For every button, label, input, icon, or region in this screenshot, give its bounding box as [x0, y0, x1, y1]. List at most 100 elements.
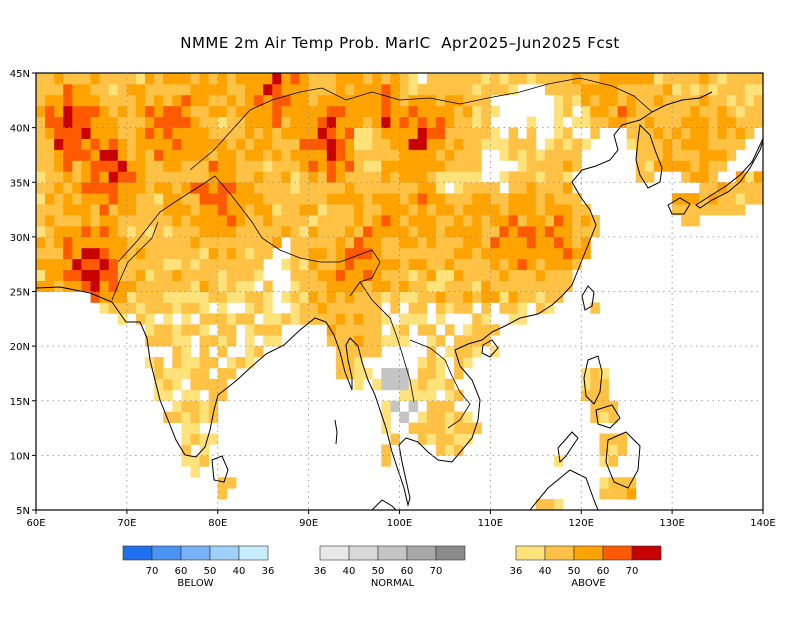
probability-cell	[317, 291, 328, 303]
probability-cell	[372, 346, 382, 358]
probability-cell	[563, 94, 573, 107]
probability-cell	[408, 138, 419, 150]
probability-cell	[308, 171, 319, 183]
probability-cell	[226, 291, 237, 303]
probability-cell	[681, 127, 691, 139]
probability-cell	[299, 127, 310, 139]
probability-cell	[590, 378, 600, 391]
probability-cell	[217, 313, 228, 325]
probability-cell	[335, 105, 346, 118]
probability-cell	[172, 83, 182, 96]
probability-cell	[399, 94, 409, 107]
probability-cell	[335, 357, 346, 369]
probability-cell	[408, 149, 419, 161]
probability-cell	[517, 171, 528, 183]
probability-cell	[145, 73, 155, 85]
probability-cell	[254, 182, 264, 194]
probability-cell	[535, 160, 546, 172]
probability-cell	[272, 313, 282, 325]
probability-cell	[263, 324, 273, 336]
probability-cell	[626, 138, 637, 150]
probability-cell	[208, 236, 219, 249]
probability-cell	[308, 225, 319, 238]
probability-cell	[481, 83, 491, 96]
probability-cell	[608, 411, 618, 424]
probability-cell	[744, 127, 755, 139]
probability-cell	[581, 138, 591, 150]
probability-cell	[172, 269, 182, 281]
probability-cell	[354, 346, 364, 358]
probability-cell	[281, 204, 291, 216]
probability-cell	[390, 335, 400, 347]
probability-cell	[690, 73, 700, 85]
legend-swatch	[631, 545, 662, 561]
probability-cell	[681, 149, 691, 161]
probability-cell	[381, 258, 391, 271]
probability-cell	[190, 171, 200, 183]
probability-cell	[117, 215, 128, 227]
probability-cell	[290, 225, 300, 238]
probability-cell	[81, 138, 91, 150]
probability-cell	[135, 204, 146, 216]
probability-cell	[481, 291, 491, 303]
probability-cell	[526, 171, 537, 183]
probability-cell	[145, 193, 155, 205]
probability-cell	[435, 149, 446, 161]
probability-cell	[226, 94, 237, 107]
probability-cell	[399, 378, 409, 391]
probability-cell	[435, 171, 446, 183]
probability-cell	[108, 171, 119, 183]
probability-cell	[535, 291, 546, 303]
probability-cell	[635, 105, 646, 118]
probability-cell	[335, 138, 346, 150]
probability-cell	[326, 182, 337, 194]
probability-cell	[235, 105, 246, 118]
probability-cell	[517, 215, 528, 227]
probability-cell	[508, 83, 519, 96]
probability-cell	[390, 367, 400, 380]
x-tick-label: 60E	[26, 518, 45, 529]
probability-cell	[126, 149, 137, 161]
probability-cell	[154, 258, 164, 271]
probability-cell	[599, 455, 609, 467]
probability-cell	[36, 171, 46, 183]
probability-cell	[417, 422, 428, 434]
coastline-japan	[695, 137, 763, 209]
probability-cell	[45, 236, 55, 249]
probability-cell	[181, 83, 191, 96]
probability-cell	[263, 280, 273, 292]
probability-cell	[335, 247, 346, 260]
probability-cell	[99, 215, 110, 227]
probability-cell	[572, 247, 582, 260]
probability-cell	[617, 477, 628, 489]
probability-cell	[744, 171, 755, 183]
probability-cell	[408, 204, 419, 216]
probability-cell	[72, 225, 82, 238]
probability-cell	[254, 171, 264, 183]
probability-cell	[354, 149, 364, 161]
probability-cell	[735, 193, 746, 205]
probability-cell	[326, 258, 337, 271]
probability-cell	[126, 182, 137, 194]
probability-cell	[308, 193, 319, 205]
legend-swatch	[122, 545, 153, 561]
probability-cell	[126, 258, 137, 271]
probability-cell	[344, 225, 355, 238]
border-indochina	[409, 339, 471, 429]
probability-cell	[681, 73, 691, 85]
probability-cell	[290, 160, 300, 172]
probability-cell	[90, 291, 101, 303]
probability-cell	[317, 160, 328, 172]
probability-cell	[399, 389, 409, 402]
probability-cell	[472, 193, 482, 205]
probability-cell	[508, 313, 519, 325]
probability-cell	[117, 116, 128, 129]
probability-cell	[363, 302, 373, 314]
probability-cell	[454, 204, 464, 216]
probability-cell	[90, 258, 101, 271]
probability-cell	[245, 280, 255, 292]
probability-cell	[199, 280, 210, 292]
probability-cell	[99, 280, 110, 292]
probability-cell	[590, 94, 600, 107]
probability-cell	[653, 83, 664, 96]
